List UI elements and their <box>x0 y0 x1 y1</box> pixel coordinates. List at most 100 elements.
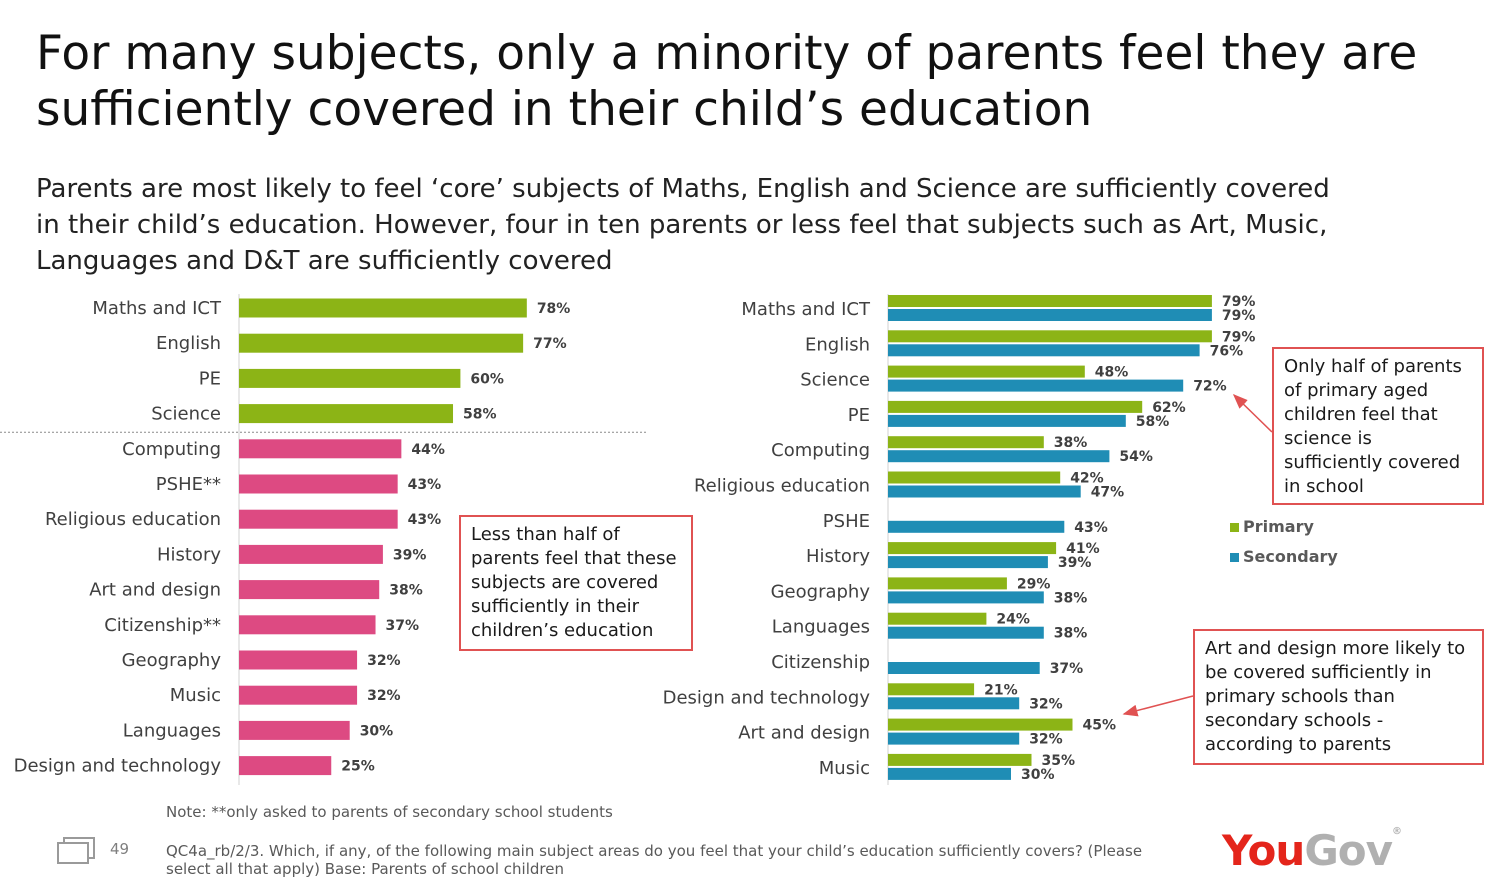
right-value-label-primary: 62% <box>1152 400 1186 416</box>
left-value-label: 32% <box>367 653 401 669</box>
right-value-label-secondary: 38% <box>1054 590 1088 606</box>
left-bar <box>239 720 350 740</box>
left-category-label: English <box>156 333 221 354</box>
right-bar-primary <box>888 577 1007 590</box>
left-value-label: 77% <box>533 336 567 352</box>
left-value-label: 43% <box>408 477 442 493</box>
left-value-label: 39% <box>393 547 427 563</box>
right-value-label-secondary: 32% <box>1029 696 1063 712</box>
left-value-label: 78% <box>537 301 571 317</box>
right-category-label: Languages <box>772 617 870 638</box>
right-value-label-secondary: 30% <box>1021 767 1055 783</box>
right-bar-primary <box>888 295 1212 307</box>
right-bar-secondary <box>888 485 1081 498</box>
left-category-label: PSHE** <box>156 474 221 495</box>
left-value-label: 30% <box>360 723 394 739</box>
left-category-label: Music <box>170 685 221 706</box>
yougov-logo: YouGov® <box>1222 826 1402 875</box>
callout-left: Less than half of parents feel that thes… <box>459 515 693 651</box>
right-bar-secondary <box>888 414 1126 427</box>
right-bar-secondary <box>888 591 1044 604</box>
right-value-label-secondary: 32% <box>1029 732 1063 748</box>
right-value-label-primary: 48% <box>1095 365 1129 381</box>
arrow-science-callout <box>1232 393 1273 433</box>
right-bar-primary <box>888 612 987 625</box>
left-value-label: 25% <box>341 759 375 775</box>
right-bar-primary <box>888 365 1085 378</box>
right-bar-secondary <box>888 732 1020 745</box>
right-category-label: Science <box>800 370 870 391</box>
left-category-label: Computing <box>122 439 221 460</box>
right-value-label-primary: 41% <box>1066 541 1100 557</box>
right-bar-secondary <box>888 662 1040 674</box>
left-category-label: Science <box>151 404 221 425</box>
right-value-label-secondary: 76% <box>1210 343 1244 359</box>
left-bar <box>239 474 398 494</box>
right-category-label: PSHE <box>823 511 870 532</box>
right-bar-secondary <box>888 626 1044 639</box>
left-bar <box>239 333 524 353</box>
left-category-label: Geography <box>122 650 222 671</box>
right-value-label-primary: 45% <box>1083 718 1117 734</box>
right-value-label-primary: 24% <box>996 612 1030 628</box>
left-bar <box>239 509 398 529</box>
left-value-label: 43% <box>408 512 442 528</box>
right-value-label-primary: 21% <box>984 682 1018 698</box>
right-bar-primary <box>888 718 1073 731</box>
arrow-art-design-callout <box>1122 695 1194 717</box>
left-value-label: 60% <box>470 371 504 387</box>
right-category-label: English <box>805 334 870 355</box>
page-subtitle: Parents are most likely to feel ‘core’ s… <box>36 174 1330 276</box>
page-title: For many subjects, only a minority of pa… <box>36 26 1418 137</box>
right-bar-secondary <box>888 520 1065 533</box>
right-bar-secondary <box>888 379 1184 392</box>
left-bar <box>239 685 358 705</box>
right-bar-primary <box>888 753 1032 766</box>
left-bar <box>239 650 358 670</box>
callout-science-primary: Only half of parents of primary aged chi… <box>1272 347 1484 505</box>
legend-label-secondary: Secondary <box>1243 547 1338 566</box>
right-category-label: History <box>806 546 870 567</box>
right-category-label: Music <box>819 758 870 779</box>
right-bar-secondary <box>888 697 1020 710</box>
right-bar-primary <box>888 542 1057 555</box>
right-bar-secondary <box>888 767 1011 780</box>
right-value-label-primary: 79% <box>1222 294 1256 310</box>
right-bar-primary <box>888 471 1061 484</box>
right-value-label-primary: 38% <box>1054 435 1088 451</box>
left-category-label: PE <box>199 368 221 389</box>
right-value-label-primary: 29% <box>1017 576 1051 592</box>
right-value-label-secondary: 38% <box>1054 626 1088 642</box>
right-category-label: Maths and ICT <box>741 299 871 320</box>
page-number: 49 <box>110 840 130 858</box>
right-category-label: Religious education <box>694 476 870 497</box>
left-category-label: Religious education <box>45 509 221 530</box>
callout-art-design: Art and design more likely to be covered… <box>1193 629 1484 765</box>
right-value-label-primary: 35% <box>1042 753 1076 769</box>
right-bar-primary <box>888 683 975 696</box>
left-bar <box>239 404 454 424</box>
right-bar-primary <box>888 400 1143 413</box>
left-bar <box>239 298 527 318</box>
legend-swatch-primary <box>1230 523 1239 532</box>
left-bar <box>239 544 383 564</box>
right-category-label: Design and technology <box>663 687 871 708</box>
left-bar <box>239 615 376 635</box>
left-bar <box>239 368 461 388</box>
right-value-label-secondary: 37% <box>1050 661 1084 677</box>
left-value-label: 38% <box>389 583 423 599</box>
right-value-label-secondary: 72% <box>1193 379 1227 395</box>
left-value-label: 37% <box>386 618 420 634</box>
right-value-label-secondary: 58% <box>1136 414 1170 430</box>
right-category-label: PE <box>848 405 870 426</box>
left-category-label: Citizenship** <box>104 615 221 636</box>
legend-label-primary: Primary <box>1243 517 1314 536</box>
left-category-label: Art and design <box>89 580 221 601</box>
footer-source: QC4a_rb/2/3. Which, if any, of the follo… <box>166 842 1143 878</box>
right-category-label: Geography <box>771 581 871 602</box>
left-category-label: Design and technology <box>14 756 222 777</box>
right-value-label-secondary: 79% <box>1222 308 1256 324</box>
right-value-label-secondary: 47% <box>1091 485 1125 501</box>
right-bar-secondary <box>888 309 1212 321</box>
slides-icon <box>57 837 95 864</box>
